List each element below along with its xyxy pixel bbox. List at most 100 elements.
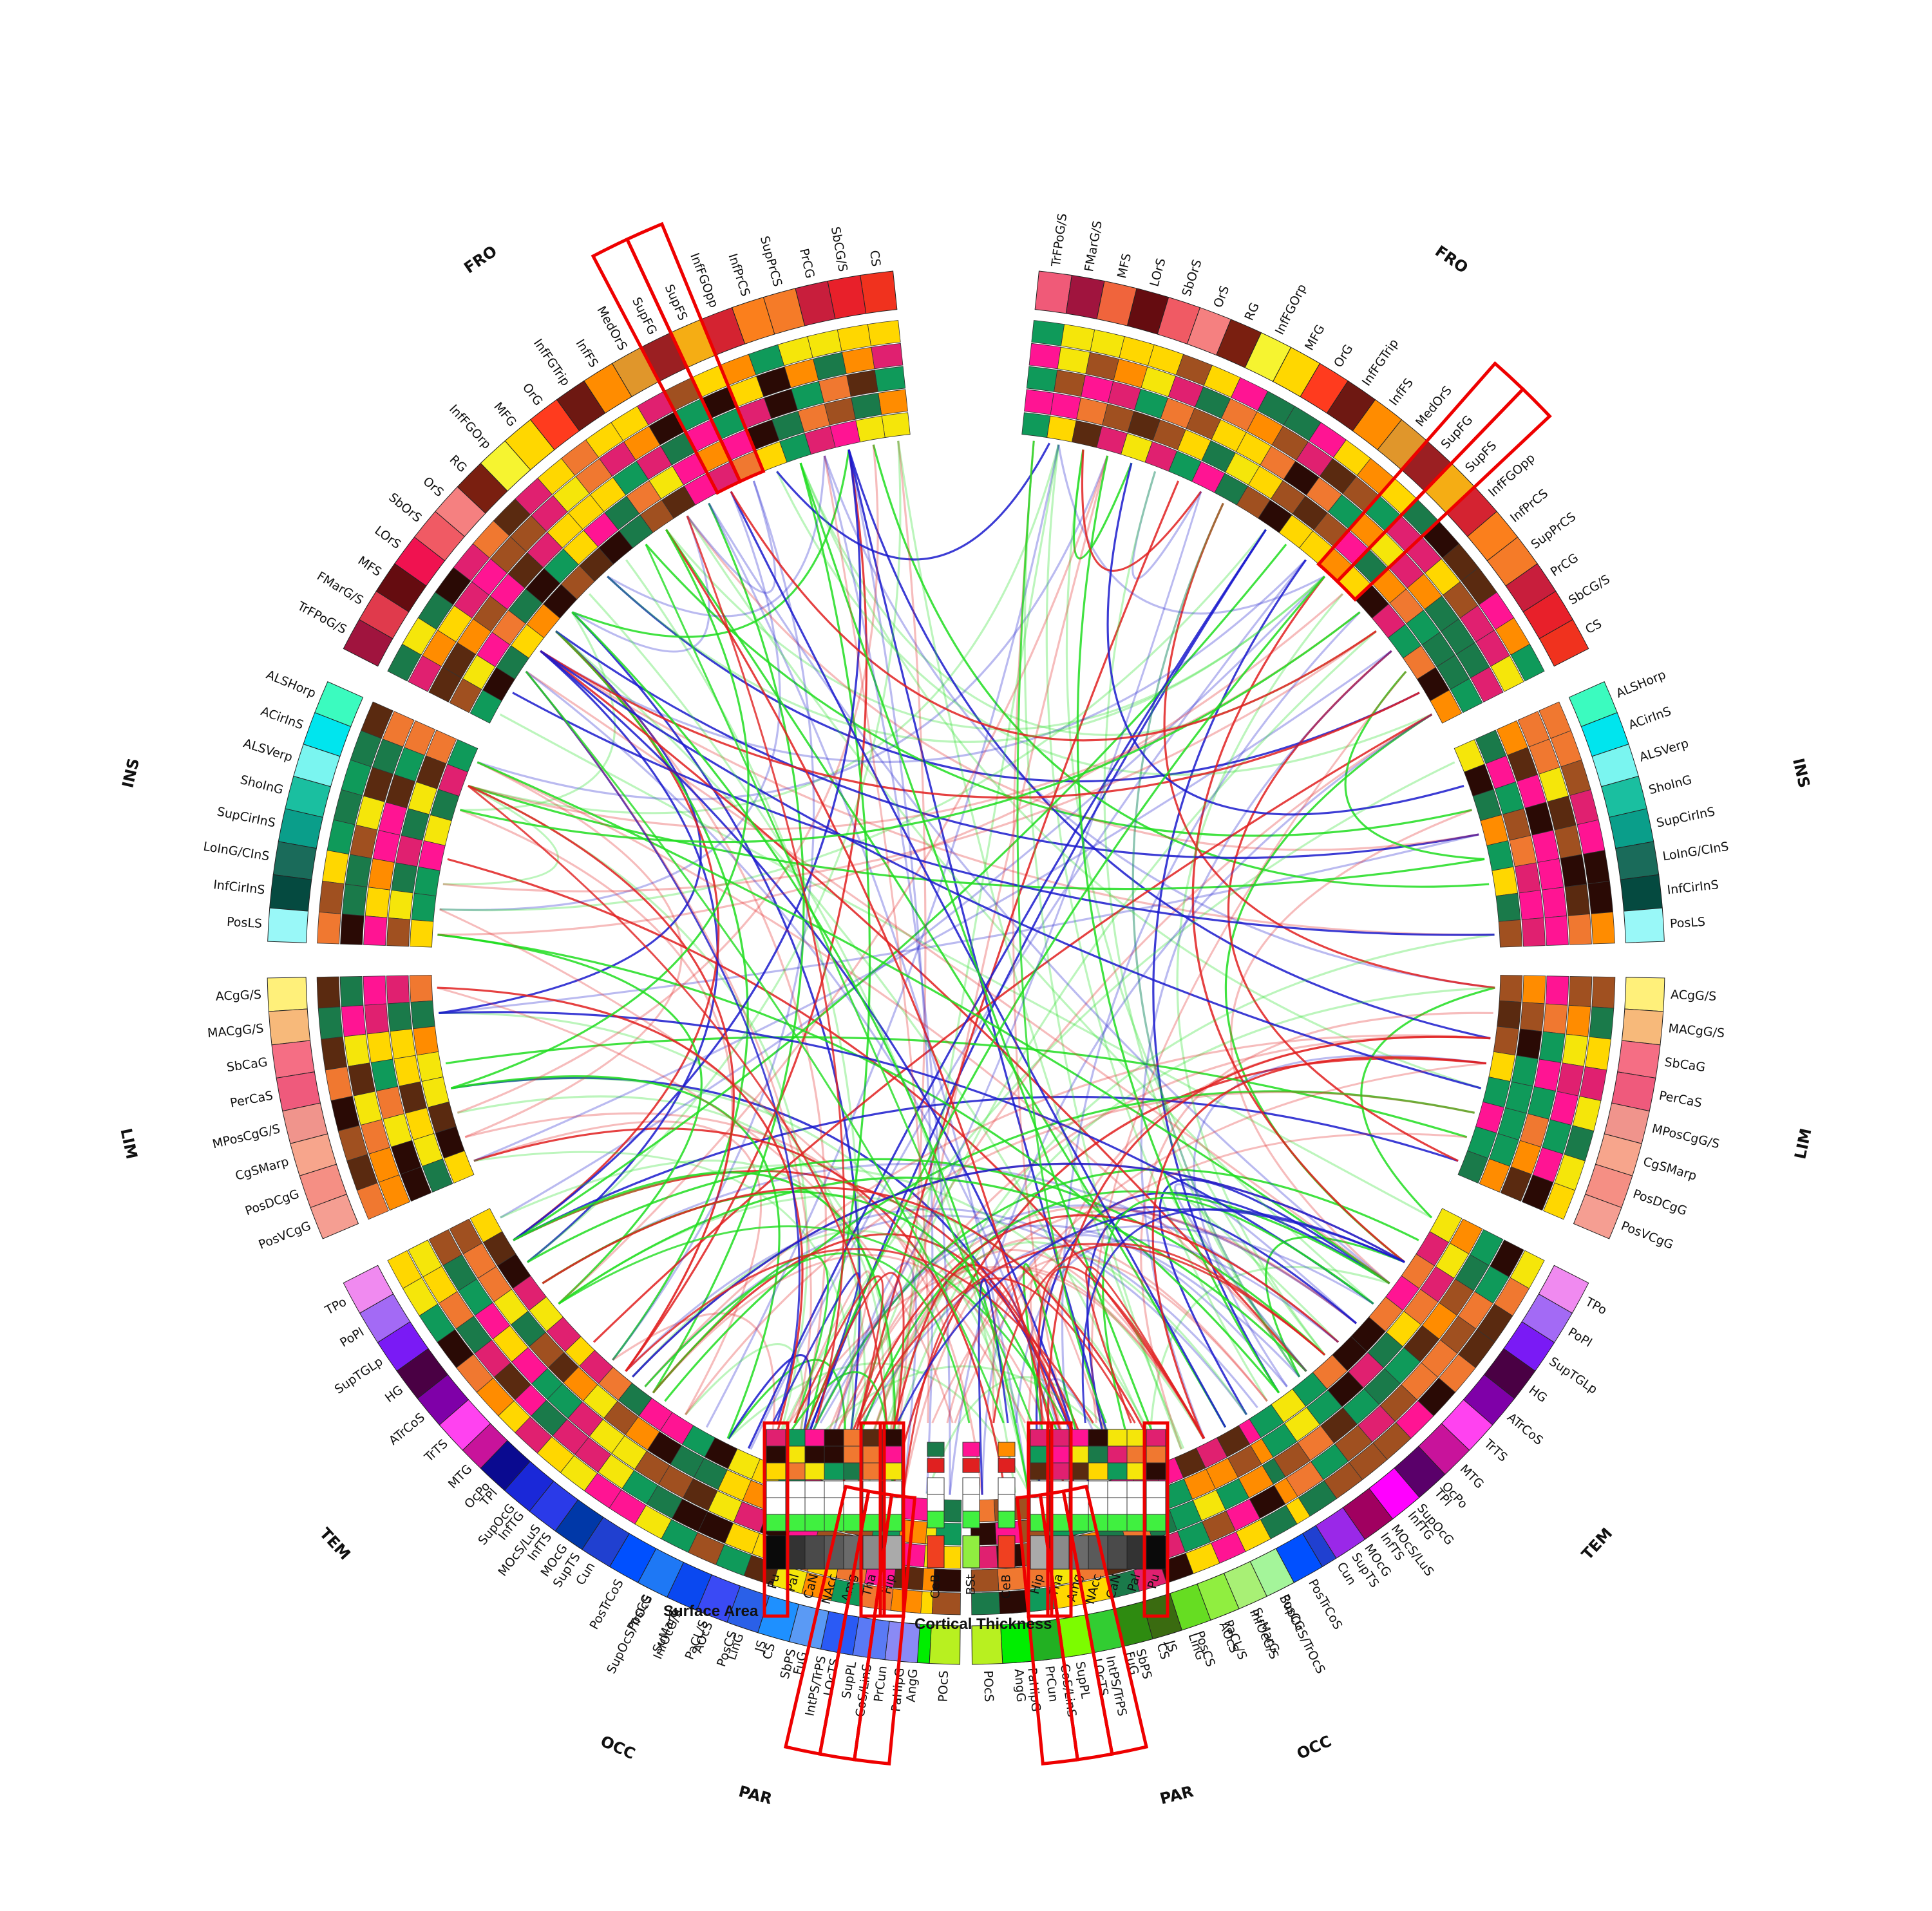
heat-cell-left-cs-4 [867,320,901,346]
connection-link-sub [772,1270,871,1460]
heat-cell-right-pocs-4 [971,1592,1001,1615]
region-label-right-sbcg-s: SbCG/S [1566,572,1613,608]
connection-link [1102,1196,1374,1468]
heat-cell-right-supts-2 [1273,1442,1311,1478]
region-label-right-cgsmarp: CgSMarp [1642,1154,1698,1183]
connection-link [571,611,861,1482]
heat-cell-right-percas-0 [1488,1051,1516,1082]
region-label-right-infprcs: InfPrCS [1508,486,1551,525]
heat-cell-right-trfpog-s-0 [1021,412,1051,438]
region-cell-left-infcirins [269,874,312,912]
region-label-left-mtg: MTG [446,1462,475,1491]
region-label-left-sbcag: SbCaG [226,1055,269,1075]
mid-blank-0-0 [927,1477,945,1495]
lobe-label-right-par: PAR [1158,1782,1195,1808]
connection-link [555,630,1160,1460]
region-label-right-trfpog-s: TrFPoG/S [1049,212,1070,268]
connection-link [525,670,1390,1285]
connection-link [439,1011,1374,1305]
heat-cell-right-mfs-2 [1081,375,1114,403]
sub-blank-left-can-1 [804,1497,825,1515]
connection-link-sub [954,1133,1467,1424]
region-label-right-postrcos: PosTrCoS [587,1577,626,1632]
sub-heat-left-nacc-0 [824,1429,844,1447]
heat-cell-left-posls-4 [317,912,341,945]
connection-link [708,502,1030,1492]
legend-cortical-thickness: Cortical Thickness [914,1615,1052,1633]
region-cell-right-macgg-s [1621,1008,1664,1046]
connection-link [571,515,710,653]
sub-blank-right-can-2 [1107,1514,1128,1532]
sub-blank-right-nacc-2 [1088,1514,1108,1532]
connection-link-sub [788,1266,1206,1439]
sub-heat-left-nacc-2 [824,1462,844,1480]
connection-link [775,471,1433,776]
heat-cell-left-posvcgg-1 [422,1158,453,1193]
region-label-right-org: OrG [1331,342,1356,370]
heat-cell-left-sbcag-0 [413,1026,439,1056]
mid-cell-ceb-0 [927,1535,945,1568]
connection-link [902,1209,1358,1492]
heat-cell-right-macgg-s-2 [1542,1003,1568,1035]
region-label-right-mfg: MFG [1302,323,1328,353]
heat-cell-left-sbcg-s-0 [855,415,886,442]
region-label-left-medors: MedOrS [594,304,630,353]
heat-cell-right-macgg-s-3 [1566,1004,1591,1037]
connection-link [880,986,1495,1489]
connection-link-sub [978,1278,1009,1495]
region-label-left-percas: PerCaS [229,1089,274,1111]
lobe-label-right-fro: FRO [1432,242,1471,277]
connection-link [1023,440,1182,1450]
heat-cell-right-percas-3 [1557,1062,1584,1097]
region-label-right-mposcgg-s: MPosCgG/S [1651,1122,1721,1151]
connection-link [1344,670,1485,860]
heat-cell-right-supcirins-2 [1531,829,1560,863]
connection-link-sub [468,785,888,1424]
region-cell-left-acgg-s [267,977,308,1012]
heat-cell-right-fmarg-s-1 [1050,392,1081,420]
heat-cell-left-infcirins-2 [365,887,391,918]
highlight-box-left-supfg [591,237,743,495]
heat-cell-left-sbcag-1 [390,1028,416,1060]
region-label-right-macgg-s: MACgG/S [1668,1021,1725,1040]
region-label-right-inffgopp: InfFGOpp [1486,451,1538,500]
sub-cell-right-can [1107,1535,1128,1570]
region-label-right-ors: OrS [1211,284,1232,310]
heat-cell-left-loing-cins-2 [368,858,395,890]
highlight-box-left-hip [878,1421,905,1618]
connection-link [799,462,1482,1089]
connection-link [450,529,750,1089]
connection-link [555,630,1479,859]
region-label-left-trfpog-s: TrFPoG/S [294,599,349,637]
connection-link [1230,809,1473,1285]
mid-heat-1 [962,1442,980,1457]
heat-cell-right-supcirins-0 [1486,840,1514,871]
connection-link-sub [437,986,954,1424]
heat-cell-right-acgg-s-2 [1545,975,1569,1006]
region-label-left-fmarg-s: FMarG/S [314,569,366,608]
heatmap-rings [316,320,1616,1615]
heat-cell-right-ocpo-4 [515,1417,553,1454]
sub-blank-left-pu-1 [766,1497,786,1515]
heat-cell-right-acgg-s-0 [1499,975,1523,1003]
heat-cell-left-acgg-s-4 [316,976,341,1009]
sub-heat-right-pu-0 [1146,1429,1166,1447]
heat-cell-left-sbcag-2 [366,1031,393,1063]
connection-link-sub [625,1248,1094,1424]
heat-cell-left-macgg-s-4 [317,1006,343,1040]
connection-link-sub [439,908,1027,1424]
connection-link [872,444,1490,888]
connection-link-sub [946,1256,1268,1424]
sub-heat-right-can-2 [1107,1462,1128,1480]
connection-link [513,1095,1459,1241]
mid-label-bst-1: BSt [964,1574,978,1595]
heat-cell-left-supcirins-4 [327,819,355,855]
region-label-left-mfs: MFS [355,554,384,579]
heat-cell-left-cs-1 [878,389,908,415]
lobe-label-right-ins: INS [1789,757,1814,789]
heat-cell-right-ocpo-0 [579,1350,614,1384]
heat-cell-right-posls-2 [1544,916,1569,946]
connection-link [1176,593,1344,1356]
connection-link [730,491,1377,742]
sub-heat-right-pu-2 [1146,1462,1166,1480]
